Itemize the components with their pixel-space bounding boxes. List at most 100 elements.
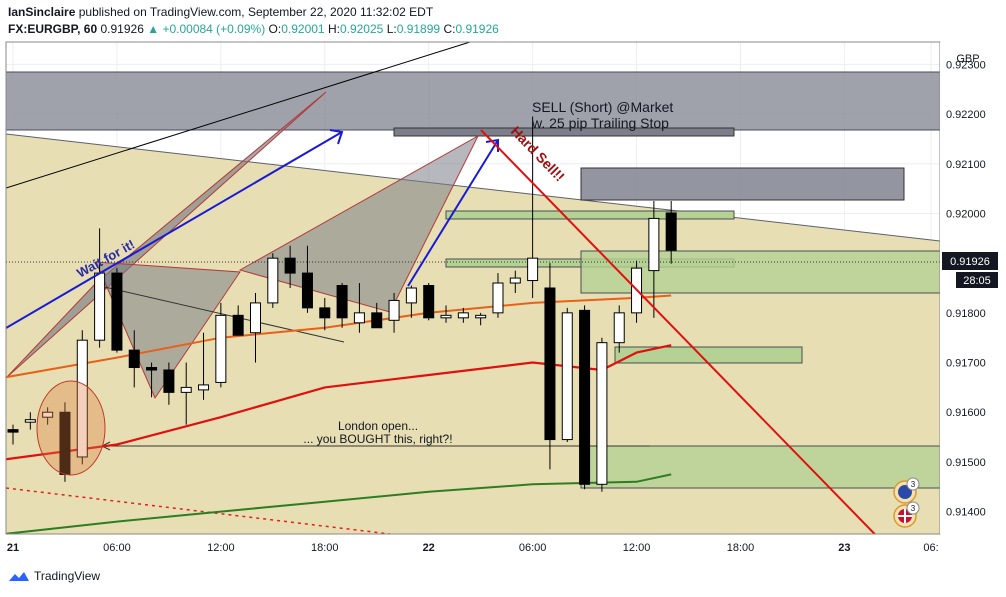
x-tick-label: 22 [423,542,435,554]
candle-body-down [163,369,175,393]
candle [579,305,591,490]
countdown-value: 28:05 [963,275,991,287]
candle-body-down [665,212,677,251]
candle-body-up [440,314,452,319]
candle-body-down [232,314,244,336]
candle-body-down [423,285,435,319]
low-value: 0.91899 [396,22,441,36]
y-axis[interactable]: GBP 0.91400 0.91500 0.91600 0.91700 0.91800 0… [940,42,1006,534]
candle [76,330,88,465]
x-tick-label: 06:00 [519,542,547,554]
candle-body-down [111,272,123,351]
x-tick-label: 06: [923,542,938,554]
x-axis-background [6,534,940,558]
candle [163,362,175,405]
symbol-name: FX:EURGBP, 60 [8,22,98,36]
up-triangle-icon: ▲ [147,22,160,36]
candle [648,201,660,318]
candle-body-down [146,367,158,371]
trend-channel-zone [6,133,940,534]
sell-line-2: w. 25 pip Trailing Stop [531,115,669,131]
candle [128,330,140,388]
candle-body-up [249,302,261,334]
current-price-tag [942,252,998,270]
uk-event-badge[interactable]: 3 [893,501,920,528]
hard-sell-line [480,129,877,534]
eu-event-badge[interactable]: 3 [893,477,920,504]
candle-body-down [371,312,383,329]
candle [388,292,400,333]
candle [457,307,469,323]
current-price-value: 0.91926 [950,256,990,268]
candle [198,332,210,400]
published-text: published on TradingView.com, September … [78,5,434,19]
candle [405,285,417,318]
candle [267,253,279,308]
eu-badge-circle [906,477,920,491]
candle [336,283,348,328]
footer-brand[interactable]: TradingView [8,569,100,583]
open-label: O: [268,22,282,36]
candle-body-down [579,309,591,485]
candle [319,297,331,331]
candle [561,307,573,443]
ma-green-line [6,473,672,534]
dotted-red-line [6,487,391,534]
candle [509,270,521,293]
candle-body-up [509,277,521,284]
currency-label: GBP [956,53,979,65]
eu-badge-count: 3 [911,480,916,489]
candle [596,337,608,492]
candle [353,283,365,333]
candle [249,292,261,363]
x-tick-label: 12:00 [623,542,651,554]
candle-body-up [475,314,487,319]
candle [42,407,54,425]
candle-body-up [215,314,227,383]
y-tick-label: 0.92000 [946,208,986,220]
candle-body-up [596,342,608,485]
fan-pattern-3 [238,134,480,313]
candle [284,245,296,288]
trend-line-lower [95,284,345,343]
candle [7,424,19,445]
london-line-2: ... you BOUGHT this, right?! [303,432,452,446]
candle-body-up [388,299,400,321]
candle [24,412,36,430]
candle-body-up [561,312,573,441]
x-tick-label: 18:00 [727,542,755,554]
y-tick-label: 0.92100 [946,159,986,171]
candle-body-down [544,287,556,441]
candle-body-up [648,217,660,272]
x-tick-label: 12:00 [207,542,235,554]
arrow-head-1 [329,129,344,145]
candle-body-up [180,386,192,393]
candle-body-down [336,285,348,319]
y-tick-label: 0.91700 [946,358,986,370]
uk-badge-count: 3 [911,504,916,513]
x-tick-label: 18:00 [311,542,339,554]
resistance-strip [393,127,735,137]
candle-body-down [301,272,313,309]
candle [111,268,123,353]
candle [232,305,244,336]
candle-body-up [42,411,54,418]
candle [527,116,539,298]
x-axis[interactable]: 21 06:00 12:00 18:00 22 06:00 12:00 18:00 23 06: [6,533,940,558]
candle-body-up [405,287,417,304]
y-tick-label: 0.91400 [946,507,986,519]
x-tick-label: 21 [7,542,19,554]
resistance-zone [6,71,940,131]
y-tick-label: 0.91800 [946,308,986,320]
candle [423,283,435,321]
countdown-tag [956,272,998,288]
candle-body-up [267,257,279,304]
candle-body-down [319,307,331,319]
supply-box [580,167,905,201]
demand-strip-1 [445,210,735,220]
sell-line-1: SELL (Short) @Market [532,99,673,115]
close-value: 0.91926 [455,22,499,36]
low-label: L: [386,22,397,36]
close-label: C: [443,22,456,36]
